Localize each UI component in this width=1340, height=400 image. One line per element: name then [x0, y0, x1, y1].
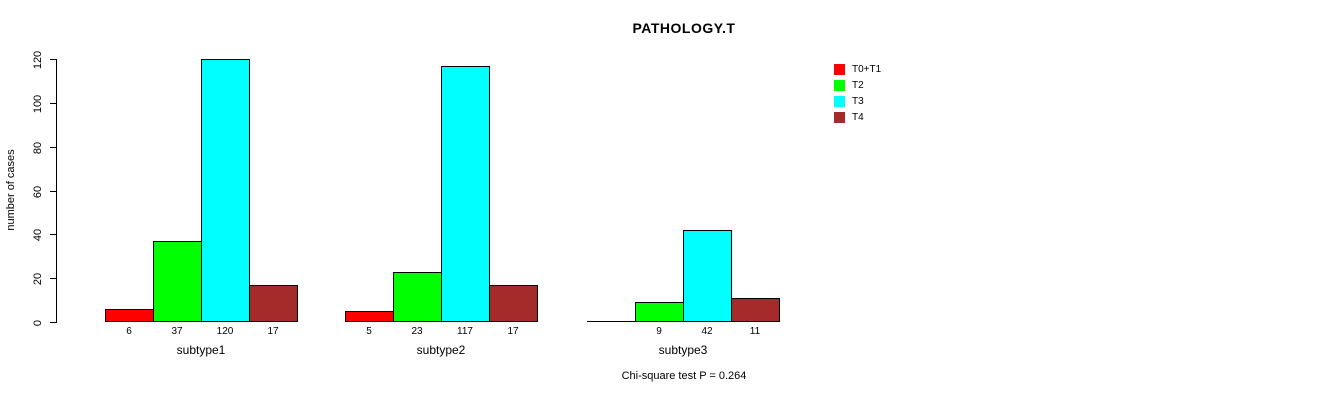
y-tick	[50, 234, 56, 235]
bar-t3-subtype3	[683, 230, 732, 322]
y-axis-line	[56, 59, 57, 323]
legend-swatch-t3	[834, 96, 845, 107]
y-tick-label: 0	[32, 319, 44, 326]
y-tick	[50, 59, 56, 60]
bar-t2-subtype2	[393, 272, 442, 322]
bar-value-label: 9	[656, 326, 662, 337]
y-tick	[50, 278, 56, 279]
legend-label-t3: T3	[852, 96, 864, 107]
bar-value-label: 5	[366, 326, 372, 337]
y-tick-label: 20	[32, 272, 44, 285]
y-tick	[50, 322, 56, 323]
bar-value-label: 37	[171, 326, 183, 337]
bar-t0-t1-subtype3	[587, 321, 636, 322]
y-tick	[50, 103, 56, 104]
chart-title: PATHOLOGY.T	[632, 20, 736, 36]
y-tick-label: 40	[32, 228, 44, 241]
bar-t2-subtype3	[635, 302, 684, 322]
bar-value-label: 17	[507, 326, 519, 337]
bar-t0-t1-subtype2	[345, 311, 394, 322]
bar-value-label: 120	[216, 326, 234, 337]
bar-value-label: 17	[267, 326, 279, 337]
y-tick-label: 100	[32, 94, 44, 113]
legend-swatch-t4	[834, 112, 845, 123]
bar-t2-subtype1	[153, 241, 202, 322]
category-label-subtype2: subtype2	[416, 343, 466, 357]
bar-t4-subtype3	[731, 298, 780, 322]
y-tick	[50, 147, 56, 148]
bar-value-label: 23	[411, 326, 423, 337]
y-tick-label: 80	[32, 141, 44, 154]
y-tick-label: 60	[32, 185, 44, 198]
bar-value-label: 117	[457, 326, 473, 337]
legend-label-t4: T4	[852, 112, 864, 123]
y-tick-label: 120	[32, 50, 44, 69]
y-axis-label: number of cases	[5, 149, 17, 231]
category-label-subtype3: subtype3	[658, 343, 708, 357]
legend-swatch-t0-t1	[834, 64, 845, 75]
bar-value-label: 6	[126, 326, 132, 337]
bar-value-label: 42	[701, 326, 713, 337]
bar-t4-subtype1	[249, 285, 298, 322]
category-label-subtype1: subtype1	[176, 343, 226, 357]
legend-swatch-t2	[834, 80, 845, 91]
bar-t0-t1-subtype1	[105, 309, 154, 322]
bar-value-label: 11	[749, 326, 761, 337]
legend-label-t2: T2	[852, 80, 864, 91]
y-tick	[50, 191, 56, 192]
bar-t3-subtype1	[201, 59, 250, 322]
legend-label-t0-t1: T0+T1	[852, 64, 882, 75]
bar-t3-subtype2	[441, 66, 490, 322]
bar-t4-subtype2	[489, 285, 538, 322]
chi-square-annotation: Chi-square test P = 0.264	[621, 370, 747, 382]
